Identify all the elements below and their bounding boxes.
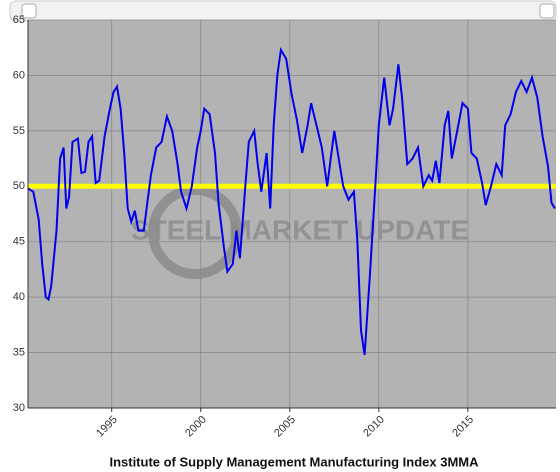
y-tick-label: 65 [13, 14, 25, 26]
x-tick-label: 2010 [361, 414, 387, 440]
y-tick-label: 40 [13, 291, 25, 303]
data-line [27, 46, 556, 355]
y-tick-label: 60 [13, 69, 25, 81]
y-tick-label: 55 [13, 125, 25, 137]
slider-handle-left[interactable] [21, 3, 37, 19]
y-tick-label: 45 [13, 236, 25, 248]
range-slider[interactable] [9, 0, 557, 22]
y-tick-label: 50 [13, 180, 25, 192]
x-tick-label: 2005 [272, 414, 298, 440]
watermark: STEEL MARKET UPDATE [131, 214, 469, 245]
y-tick-label: 30 [13, 402, 25, 414]
x-tick-label: 1995 [94, 414, 120, 440]
x-tick-label: 2000 [183, 414, 209, 440]
y-tick-label: 35 [13, 346, 25, 358]
chart-title: Institute of Supply Management Manufactu… [109, 454, 479, 469]
x-tick-label: 2015 [450, 414, 476, 440]
slider-handle-right[interactable] [539, 3, 555, 19]
marks [27, 46, 556, 355]
